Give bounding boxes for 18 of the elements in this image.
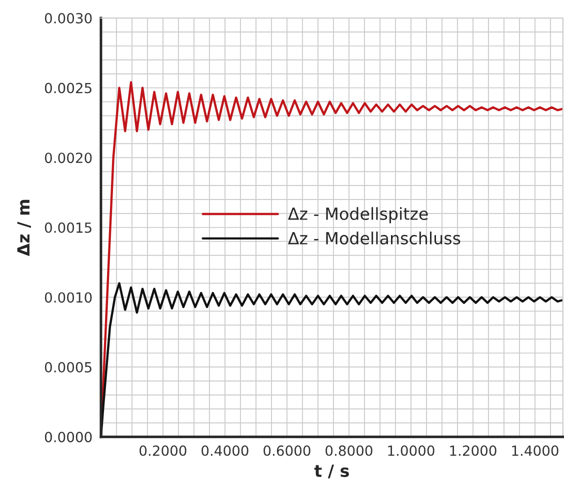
- y-axis-title: Δz / m: [17, 200, 31, 256]
- y-tick-label: 0.0000: [44, 432, 92, 442]
- x-tick-label: 1.2000: [450, 445, 496, 456]
- y-tick-label: 0.0010: [44, 292, 92, 303]
- y-tick-label: 0.0015: [44, 222, 92, 233]
- y-tick-label: 0.0020: [44, 152, 92, 164]
- y-tick-label: 0.0030: [44, 12, 92, 24]
- legend-label: Δz - Modellspitze: [288, 207, 428, 224]
- x-tick-label: 1.0000: [388, 445, 434, 456]
- y-tick-label: 0.0005: [44, 362, 92, 373]
- x-tick-label: 0.2000: [140, 445, 186, 456]
- x-tick-label: 0.6000: [264, 445, 310, 456]
- x-tick-label: 0.8000: [326, 445, 372, 456]
- x-axis-title: t / s: [314, 464, 349, 478]
- x-tick-label: 0.4000: [202, 445, 248, 456]
- y-tick-label: 0.0025: [44, 82, 92, 94]
- legend-label: Δz - Modellanschluss: [288, 232, 460, 244]
- x-tick-label: 1.4000: [512, 445, 558, 456]
